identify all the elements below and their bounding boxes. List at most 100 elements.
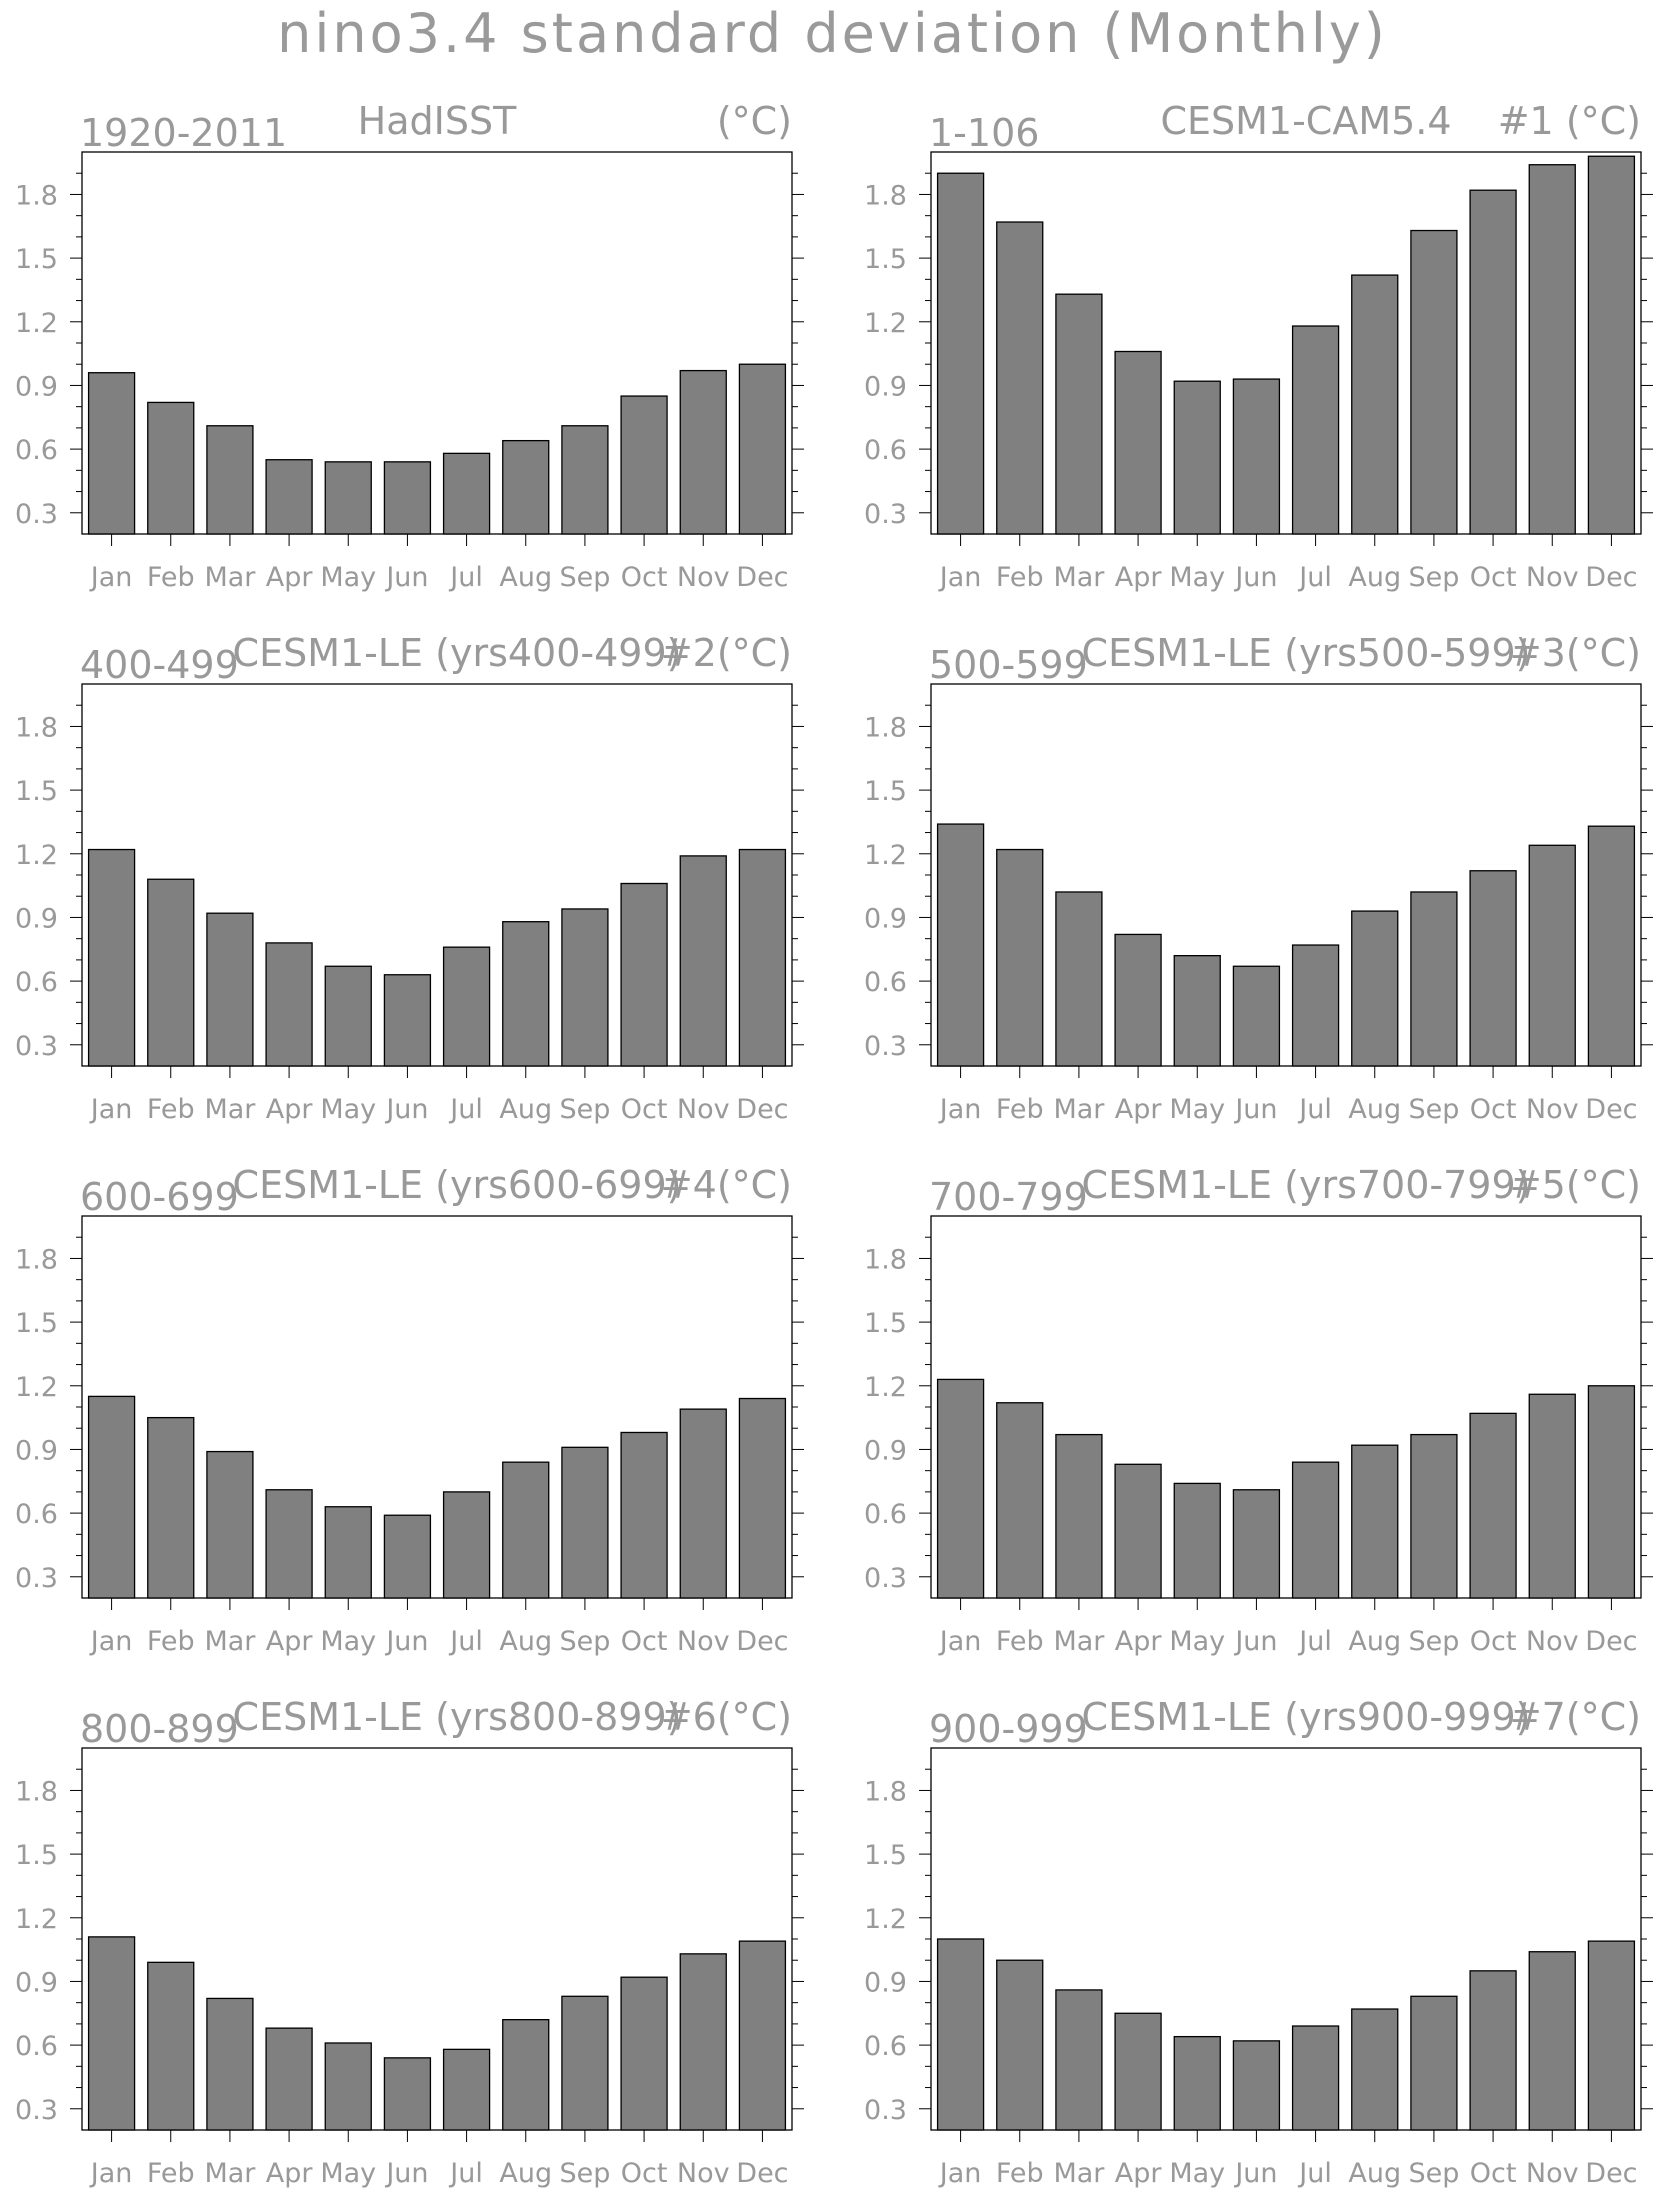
bar (1528, 1951, 1576, 2131)
chart-panel-1: 0.3 0.6 0.9 1.2 1.5 1.8 Jan Feb Mar Apr May Jun Jul A… (15, 99, 804, 593)
x-tick-label: Jul (1297, 1094, 1332, 1125)
panel-center-label: CESM1-LE (yrs800-899) (233, 1695, 682, 1739)
x-tick-label: Apr (266, 1094, 314, 1125)
bar (1410, 891, 1458, 1067)
y-tick-label: 0.3 (15, 499, 58, 530)
x-tick-label: Nov (677, 1626, 730, 1657)
x-tick-label: May (320, 1626, 376, 1657)
bar (1291, 944, 1340, 1067)
bar (87, 372, 136, 535)
bar (1232, 2040, 1281, 2131)
bar (996, 221, 1044, 535)
chart-panel-5: 0.3 0.6 0.9 1.2 1.5 1.8 Jan Feb Mar Apr May Jun Jul A… (15, 1163, 804, 1657)
bar (502, 921, 550, 1067)
x-tick-label: Sep (1408, 1094, 1459, 1125)
bar (561, 1995, 609, 2131)
x-tick-label: Jan (938, 1094, 982, 1125)
y-tick-label: 1.8 (864, 180, 907, 211)
bar (1232, 1489, 1281, 1599)
y-tick-label: 0.9 (15, 1967, 58, 1998)
bar (1291, 2025, 1340, 2131)
y-tick-label: 1.2 (864, 1904, 907, 1935)
y-tick-label: 0.3 (15, 1563, 58, 1594)
y-tick-label: 0.3 (864, 1563, 907, 1594)
x-tick-label: May (1169, 1626, 1225, 1657)
bar (1351, 1444, 1399, 1599)
bar (265, 2027, 313, 2131)
y-tick-label: 1.2 (15, 1904, 58, 1935)
bar (87, 848, 136, 1067)
bar (206, 1450, 254, 1599)
x-tick-label: Jul (1297, 2158, 1332, 2189)
bar (679, 1953, 727, 2131)
page-title: nino3.4 standard deviation (Monthly) (277, 2, 1388, 65)
y-tick-label: 0.6 (864, 1499, 907, 1530)
panel-center-label: CESM1-LE (yrs600-699) (233, 1163, 682, 1207)
x-tick-label: Aug (499, 2158, 552, 2189)
panel-center-label: CESM1-LE (yrs900-999) (1082, 1695, 1531, 1739)
x-tick-label: Sep (559, 1626, 610, 1657)
x-tick-label: Sep (1408, 562, 1459, 593)
x-tick-label: Jun (384, 1626, 428, 1657)
bar (1528, 844, 1576, 1067)
y-tick-label: 1.5 (15, 1840, 58, 1871)
x-tick-label: Oct (621, 1626, 668, 1657)
panel-center-label: CESM1-LE (yrs400-499) (233, 631, 682, 675)
bar (442, 946, 491, 1067)
y-tick-label: 0.3 (864, 499, 907, 530)
bar (1055, 293, 1103, 535)
y-tick-label: 1.8 (15, 1244, 58, 1275)
bar (561, 425, 609, 535)
bar (936, 1938, 985, 2131)
bar (1587, 1385, 1636, 1599)
panel-left-label: 900-999 (929, 1707, 1088, 1751)
bar (1055, 891, 1103, 1067)
bar (738, 1397, 787, 1599)
bar (383, 1514, 432, 1599)
panel-left-label: 500-599 (929, 643, 1088, 687)
x-tick-label: Oct (1470, 562, 1517, 593)
bar (206, 1997, 254, 2131)
bar (502, 439, 550, 535)
x-tick-label: Apr (1115, 1626, 1163, 1657)
bar (996, 1959, 1044, 2131)
bar (1173, 954, 1221, 1067)
panel-left-label: 700-799 (929, 1175, 1088, 1219)
bar (383, 461, 432, 535)
bar (1410, 229, 1458, 535)
x-tick-label: Apr (266, 1626, 314, 1657)
bar (679, 1408, 727, 1599)
chart-panel-4: 0.3 0.6 0.9 1.2 1.5 1.8 Jan Feb Mar Apr May Jun Jul A… (864, 631, 1653, 1125)
panel-right-label: (°C) (717, 99, 792, 143)
bar (679, 369, 727, 535)
y-tick-label: 0.9 (864, 1435, 907, 1466)
x-tick-label: Jan (938, 1626, 982, 1657)
bar (147, 1961, 195, 2131)
bar (1114, 933, 1162, 1067)
x-tick-label: Jul (448, 2158, 483, 2189)
y-tick-label: 1.5 (15, 776, 58, 807)
y-tick-label: 1.2 (864, 1372, 907, 1403)
x-tick-label: Feb (147, 1626, 195, 1657)
x-tick-label: Oct (621, 1094, 668, 1125)
y-tick-label: 0.3 (15, 1031, 58, 1062)
x-tick-label: Nov (677, 2158, 730, 2189)
x-tick-label: Jun (1233, 1094, 1277, 1125)
x-tick-label: Feb (996, 1094, 1044, 1125)
y-tick-label: 0.9 (864, 1967, 907, 1998)
bar (1351, 2008, 1399, 2131)
x-tick-label: Nov (677, 1094, 730, 1125)
x-tick-label: May (1169, 562, 1225, 593)
x-tick-label: Jan (89, 562, 133, 593)
chart-panel-7: 0.3 0.6 0.9 1.2 1.5 1.8 Jan Feb Mar Apr May Jun Jul A… (15, 1695, 804, 2189)
bar (996, 1402, 1044, 1599)
x-tick-label: Nov (1526, 1626, 1579, 1657)
bar (442, 452, 491, 535)
x-tick-label: Jul (448, 1094, 483, 1125)
y-tick-label: 1.8 (864, 712, 907, 743)
bar (1469, 870, 1517, 1067)
bar (1055, 1989, 1103, 2131)
bar (1114, 2012, 1162, 2131)
panel-left-label: 1-106 (929, 111, 1039, 155)
